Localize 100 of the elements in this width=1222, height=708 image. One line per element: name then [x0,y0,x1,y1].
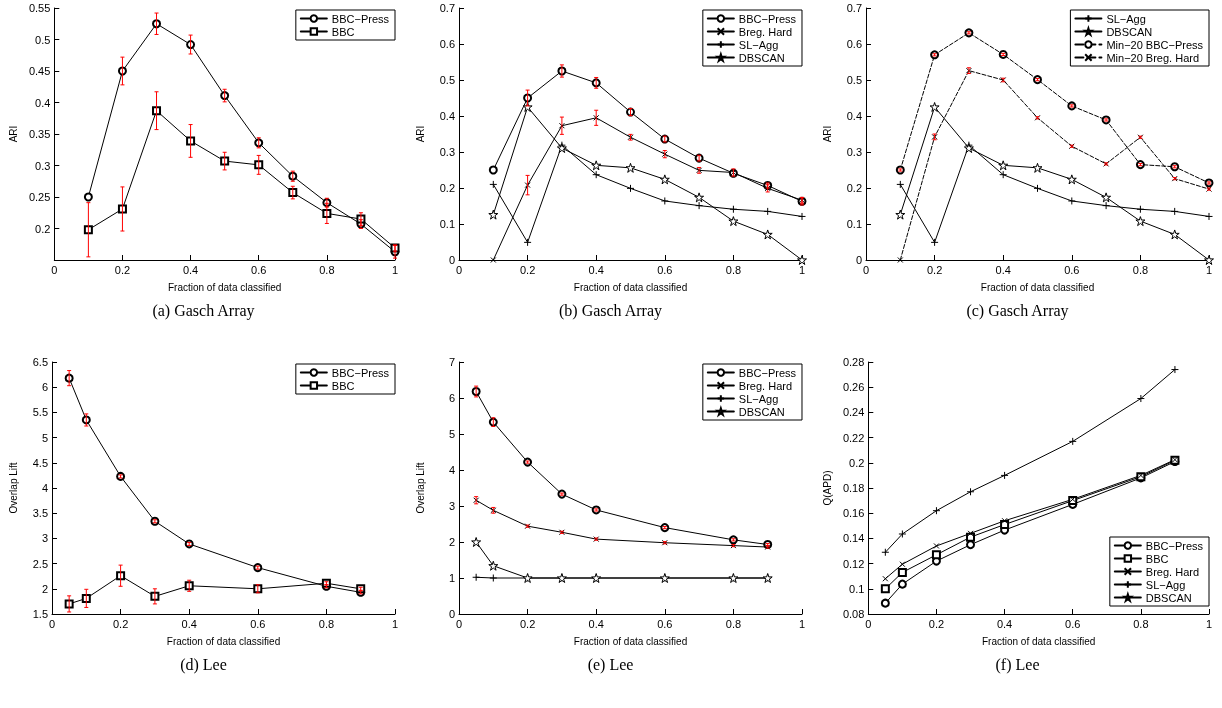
text: (a) Gasch Array [152,301,255,320]
x-tick-label: 1 [1205,617,1213,630]
y-tick-label: 0.14 [842,532,865,545]
y-tick-label: 3 [448,500,455,512]
y-tick-label: 0.16 [842,507,865,520]
y-tick-label: 0.4 [35,96,51,109]
x-tick-label: 0.2 [114,263,131,276]
y-tick-label: 0.26 [842,381,865,394]
y-tick-label: 6.5 [32,356,48,368]
y-tick-label: 0.3 [846,146,862,158]
legend-label: DBSCAN [1145,591,1192,604]
legend-label: SL−Agg [738,392,779,405]
x-tick-label: 0.4 [996,617,1013,630]
x-axis-title: Fraction of data classified [573,635,688,647]
y-tick-label: 7 [448,356,455,368]
x-tick-label: 0.2 [928,617,945,630]
y-tick-label: 0.2 [439,182,455,194]
legend-label: Breg. Hard [738,379,793,392]
y-tick-label: 0.18 [842,482,865,494]
y-tick-label: 0.7 [439,2,455,14]
x-tick-label: 0.4 [588,263,604,276]
legend-label: BBC−Press [331,366,390,379]
y-tick-label: 0.5 [439,74,455,86]
y-tick-label: 4.5 [32,456,48,469]
y-tick-label: 0.1 [846,218,862,230]
x-tick-label: 0.6 [251,263,267,276]
x-tick-label: 0.4 [588,617,604,630]
y-tick-label: 6 [448,392,455,404]
y-tick-label: 0.55 [28,2,51,14]
y-tick-label: 0.45 [28,65,51,77]
x-tick-label: 0.2 [519,617,536,630]
text: (c) Gasch Array [966,301,1069,320]
y-axis-title: ARI [7,125,19,143]
y-tick-label: 6 [41,381,48,394]
legend-label: BBC [1145,552,1169,565]
y-tick-label: 0.4 [439,110,455,122]
y-tick-label: 0.3 [35,159,51,172]
legend-label: Breg. Hard [1145,565,1200,578]
y-tick-label: 0 [448,254,455,266]
x-tick-label: 0.2 [112,617,129,630]
x-tick-label: 0.4 [181,617,197,630]
legend-label: BBC−Press [738,366,797,379]
y-tick-label: 3.5 [32,507,48,520]
y-tick-label: 5.5 [32,406,48,419]
y-tick-label: 0.2 [849,456,865,469]
y-tick-label: 0.5 [35,33,51,46]
x-tick-label: 1 [798,617,806,630]
legend-label: BBC [331,379,355,392]
x-tick-label: 0.6 [657,617,673,630]
x-tick-label: 0.4 [995,263,1011,276]
y-tick-label: 0.5 [846,74,862,86]
x-tick-label: 0.8 [319,263,335,276]
legend-label: SL−Agg [738,38,779,51]
x-tick-label: 0.8 [725,263,742,276]
y-tick-label: 0.2 [846,182,862,194]
x-axis-title: Fraction of data classified [981,635,1096,647]
x-tick-label: 1 [1205,263,1213,276]
y-tick-label: 0.22 [842,431,865,444]
legend-label: DBSCAN [738,405,785,418]
x-axis-title: Fraction of data classified [573,281,688,293]
x-tick-label: 0.6 [250,617,266,630]
legend-label: BBC [331,25,355,38]
y-axis-title: Q(APD) [821,470,833,506]
legend-label: BBC−Press [331,12,390,25]
x-tick-label: 1 [391,263,399,276]
legend-label: Min−20 BBC−Press [1106,38,1204,51]
y-tick-label: 0.1 [849,582,865,595]
y-tick-label: 5 [448,428,455,440]
y-axis-title: ARI [821,125,833,143]
text: (e) Lee [587,655,634,674]
text: (b) Gasch Array [558,301,663,320]
x-tick-label: 0.8 [725,617,742,630]
legend-label: Breg. Hard [738,25,793,38]
y-tick-label: 1.5 [32,608,48,620]
y-tick-label: 2.5 [32,557,48,570]
y-axis-title: ARI [414,125,426,143]
x-tick-label: 0.8 [1132,263,1149,276]
y-tick-label: 0.08 [842,608,865,620]
x-tick-label: 0.2 [519,263,536,276]
y-tick-label: 0.4 [846,110,862,122]
legend-label: BBC−Press [1145,539,1204,552]
y-tick-label: 2 [448,536,455,548]
legend-label: SL−Agg [1106,12,1146,25]
y-tick-label: 2 [41,582,48,595]
y-tick-label: 4 [448,464,455,476]
y-tick-label: 0.1 [439,218,455,230]
x-axis-title: Fraction of data classified [167,281,282,293]
y-tick-label: 1 [448,572,455,584]
legend-label: SL−Agg [1145,578,1186,591]
x-tick-label: 0.6 [657,263,673,276]
x-tick-label: 0.6 [1065,617,1081,630]
x-axis-title: Fraction of data classified [166,635,281,647]
x-tick-label: 0.2 [926,263,943,276]
y-axis-title: Overlap Lift [7,462,19,514]
x-tick-label: 0.4 [182,263,199,276]
y-tick-label: 5 [41,431,48,444]
y-tick-label: 0 [448,608,455,620]
y-tick-label: 0.28 [842,356,865,368]
text: (d) Lee [180,655,227,674]
x-tick-label: 0.8 [1133,617,1149,630]
